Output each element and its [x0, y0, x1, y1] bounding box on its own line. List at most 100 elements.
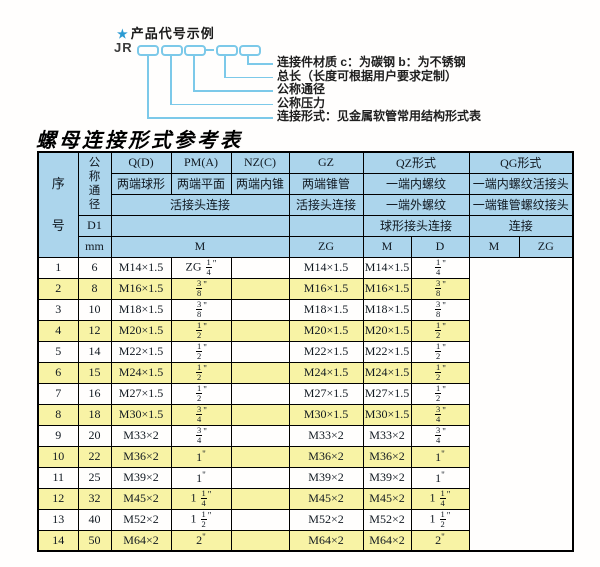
table-cell: M18×1.5 — [110, 298, 172, 321]
table-cell: 3 4 " — [170, 403, 232, 426]
table-cell: M45×2 — [110, 487, 172, 510]
table-cell: 12 — [37, 487, 79, 510]
table-cell: M30×1.5 — [288, 403, 364, 426]
table-cell: 1" — [410, 445, 470, 468]
table-row: 8 18 M30×1.5 3 4 " M30×1.5 M30×1.5 3 4 " — [37, 403, 573, 426]
table-cell: M14×1.5 — [110, 256, 172, 279]
table-cell — [230, 508, 290, 531]
table-cell: M36×2 — [288, 445, 364, 468]
code-box-5 — [239, 45, 261, 56]
table-cell: 1 2 " — [410, 319, 470, 342]
header-row-1: 序号 公称通径 Q(D) PM(A) NZ(C) GZ QZ形式 QG形式 — [37, 151, 574, 258]
header-join-type: 活接头连接 — [110, 193, 290, 216]
table-cell: 11 — [37, 466, 79, 489]
connector-line — [193, 90, 273, 92]
table-cell: M14×1.5 — [362, 256, 412, 279]
table-cell: 3 4 " — [410, 424, 470, 447]
connector-line — [147, 54, 149, 118]
table-cell: M52×2 — [110, 508, 172, 531]
table-cell: M14×1.5 — [288, 256, 364, 279]
connector-line — [224, 54, 226, 78]
table-row: 2 8 M16×1.5 3 8 " M16×1.5 M16×1.5 3 8 " — [37, 277, 573, 300]
header-dn: 公称通径 — [77, 151, 112, 216]
table-cell: 10 — [77, 298, 112, 321]
table-cell: 1 2 " — [410, 382, 470, 405]
empty-cell — [110, 214, 290, 237]
header-group-gz: GZ — [288, 151, 364, 174]
table-cell: 25 — [77, 466, 112, 489]
diagram-heading: ★ 产品代号示例 — [117, 23, 215, 42]
table-cell: M20×1.5 — [362, 319, 412, 342]
header-group-nzc: NZ(C) — [230, 151, 290, 174]
table-cell: M64×2 — [288, 529, 364, 552]
table-cell: M33×2 — [110, 424, 172, 447]
code-prefix: JR — [114, 40, 133, 55]
table-cell: M24×1.5 — [362, 361, 412, 384]
header-d1: D1 — [77, 214, 112, 237]
table-cell — [230, 403, 290, 426]
table-cell: M22×1.5 — [110, 340, 172, 363]
table-cell: 1 1 4 " — [170, 487, 232, 510]
header-group-qz: QZ形式 — [362, 151, 470, 174]
header-join-type: 一端外螺纹 — [362, 193, 470, 216]
table-cell: 1" — [170, 445, 232, 468]
table-cell: M64×2 — [362, 529, 412, 552]
header-row-3: 活接头连接 活接头连接 一端外螺纹 一端锥管螺纹接头 — [38, 193, 574, 216]
table-cell: M20×1.5 — [288, 319, 364, 342]
table-cell: M22×1.5 — [288, 340, 364, 363]
table-cell: M24×1.5 — [110, 361, 172, 384]
table-cell: M39×2 — [110, 466, 172, 489]
table-cell: 14 — [77, 340, 112, 363]
header-group-qg: QG形式 — [468, 151, 574, 174]
code-box-3 — [184, 45, 206, 56]
table-cell — [230, 382, 290, 405]
table-cell: 3 4 " — [170, 424, 232, 447]
header-unit: M — [362, 235, 412, 258]
table-cell — [230, 277, 290, 300]
table-cell: M24×1.5 — [288, 361, 364, 384]
table-cell: M36×2 — [362, 445, 412, 468]
table-cell: 32 — [77, 487, 112, 510]
table-cell: M16×1.5 — [288, 277, 364, 300]
table-cell — [230, 529, 290, 552]
table-cell: M27×1.5 — [362, 382, 412, 405]
header-unit: M — [468, 235, 520, 258]
table-cell: 3 8 " — [410, 277, 470, 300]
table-cell: M52×2 — [362, 508, 412, 531]
code-box-2 — [161, 45, 183, 56]
header-mm: mm — [77, 235, 112, 258]
table-cell: 8 — [37, 403, 79, 426]
table-body: 1 6 M14×1.5 ZG 1 4 " M14×1.5 M14×1.5 1 4 " 2 8 M16×1.… — [37, 256, 573, 552]
table-cell: 12 — [77, 319, 112, 342]
table-cell: 13 — [37, 508, 79, 531]
table-cell — [230, 340, 290, 363]
table-row: 6 15 M24×1.5 1 2 " M24×1.5 M24×1.5 1 2 " — [37, 361, 573, 384]
connector-line — [247, 63, 273, 65]
diagram-title: 产品代号示例 — [130, 26, 215, 41]
table-cell: 1" — [410, 466, 470, 489]
table-cell — [230, 319, 290, 342]
header-group-qd: Q(D) — [110, 151, 172, 174]
table-cell: 6 — [37, 361, 79, 384]
star-icon: ★ — [117, 27, 129, 41]
table-cell: 1 2 " — [410, 340, 470, 363]
header-join-type: 活接头连接 — [288, 193, 364, 216]
table-row: 3 10 M18×1.5 3 8 " M18×1.5 M18×1.5 3 8 " — [37, 298, 573, 321]
table-cell: 7 — [37, 382, 79, 405]
table-cell: M45×2 — [362, 487, 412, 510]
table-cell — [230, 256, 290, 279]
table-cell: M18×1.5 — [288, 298, 364, 321]
